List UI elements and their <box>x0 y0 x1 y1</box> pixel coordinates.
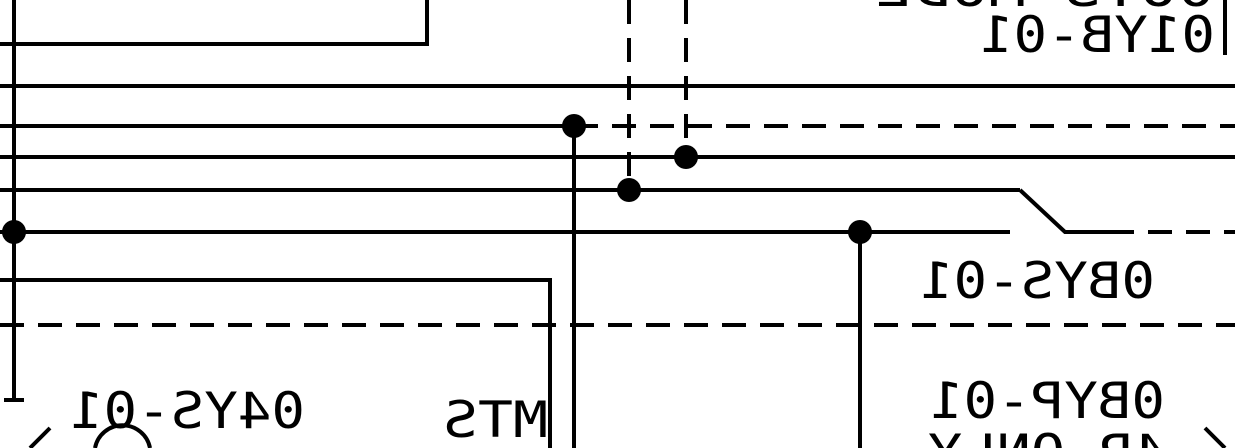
label-01yb-01: 01YB-01 <box>980 6 1215 64</box>
top-left-box-edge <box>0 0 429 46</box>
label-top-partial: 0OYS-MODE <box>875 0 1215 18</box>
left-vertical-bus <box>4 0 24 402</box>
bottom-right-bracket <box>1203 426 1227 448</box>
wire-4-bend <box>1018 188 1110 234</box>
junction-dot <box>617 178 641 202</box>
bottom-left-bracket <box>28 426 52 448</box>
label-mts: MTS <box>443 391 548 448</box>
junction-dot <box>848 220 872 244</box>
label-4p-only: 4P ONLY <box>928 424 1168 448</box>
junction-dot <box>2 220 26 244</box>
junction-dot <box>674 145 698 169</box>
bottom-left-circle-partial <box>93 423 152 448</box>
label-0byp-01: 0BYP-01 <box>930 372 1165 430</box>
junction-dot <box>562 114 586 138</box>
label-0bys-01: 0BYS-01 <box>920 252 1155 310</box>
lower-box <box>0 278 552 448</box>
label-04ys-01: 04YS-01 <box>70 382 305 440</box>
